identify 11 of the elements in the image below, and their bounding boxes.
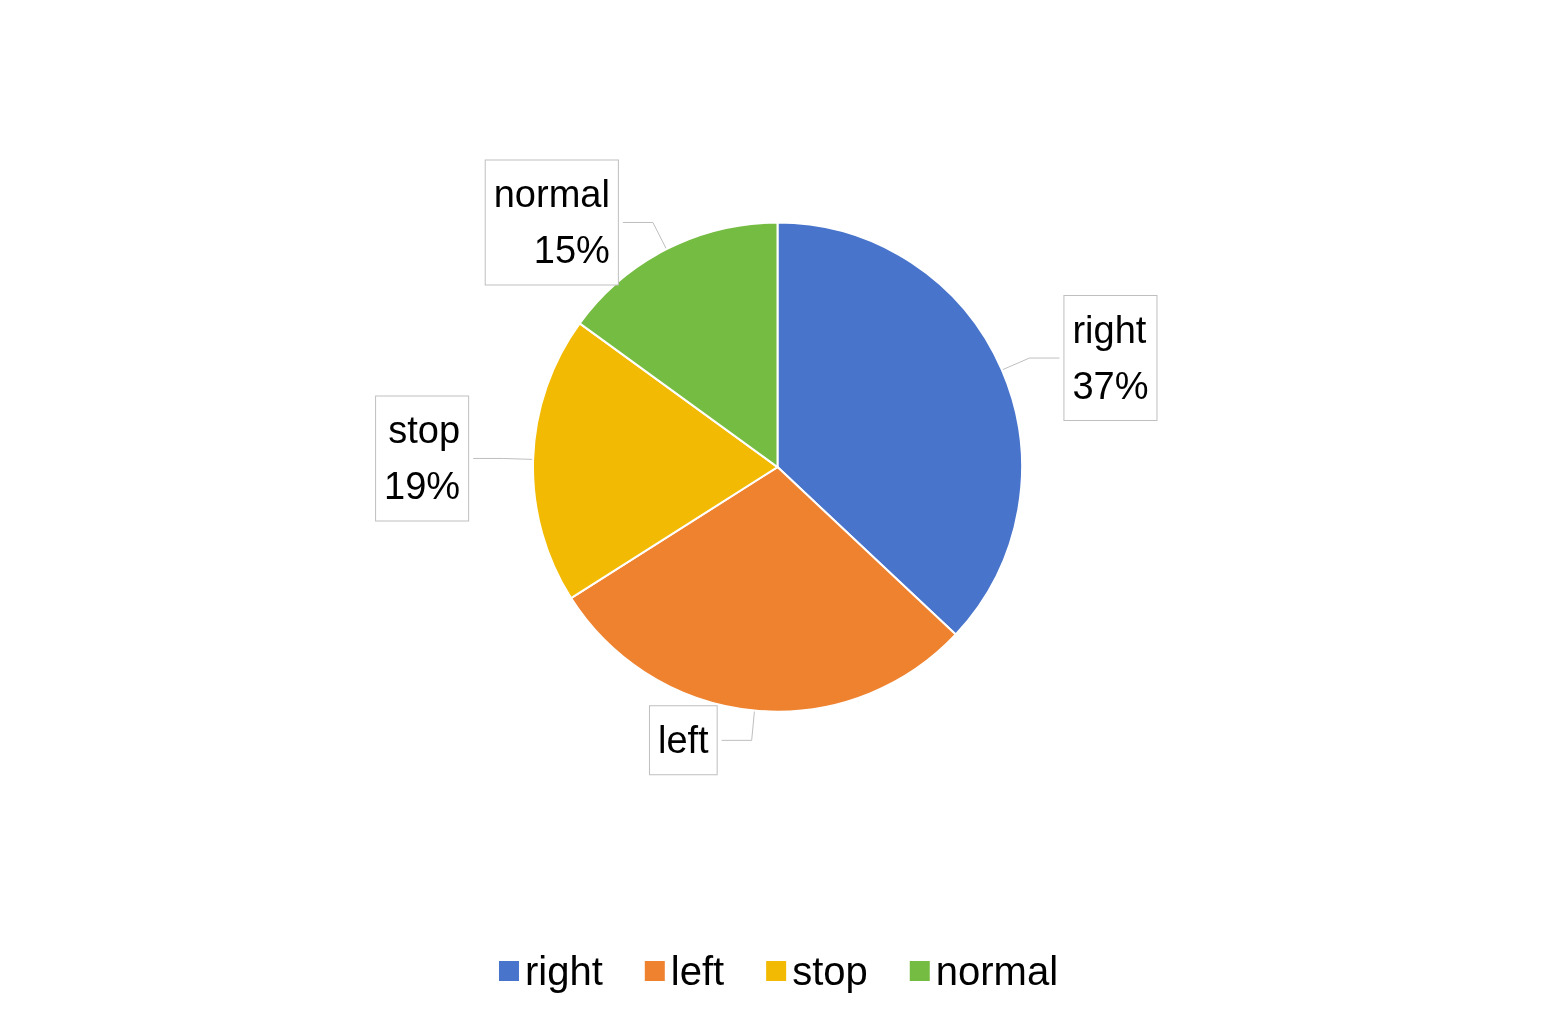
slice-label: normal xyxy=(493,173,610,216)
slice-label: right xyxy=(1072,309,1147,352)
data-label: 19% xyxy=(384,465,461,508)
slice-label: left xyxy=(657,719,710,762)
legend-label: left xyxy=(670,949,725,993)
legend-label: normal xyxy=(935,949,1059,993)
legend-label: right xyxy=(524,949,603,993)
data-label: 37% xyxy=(1072,365,1149,408)
legend-label: stop xyxy=(792,949,868,993)
data-label: 15% xyxy=(533,229,610,272)
slice-label: stop xyxy=(388,409,461,452)
